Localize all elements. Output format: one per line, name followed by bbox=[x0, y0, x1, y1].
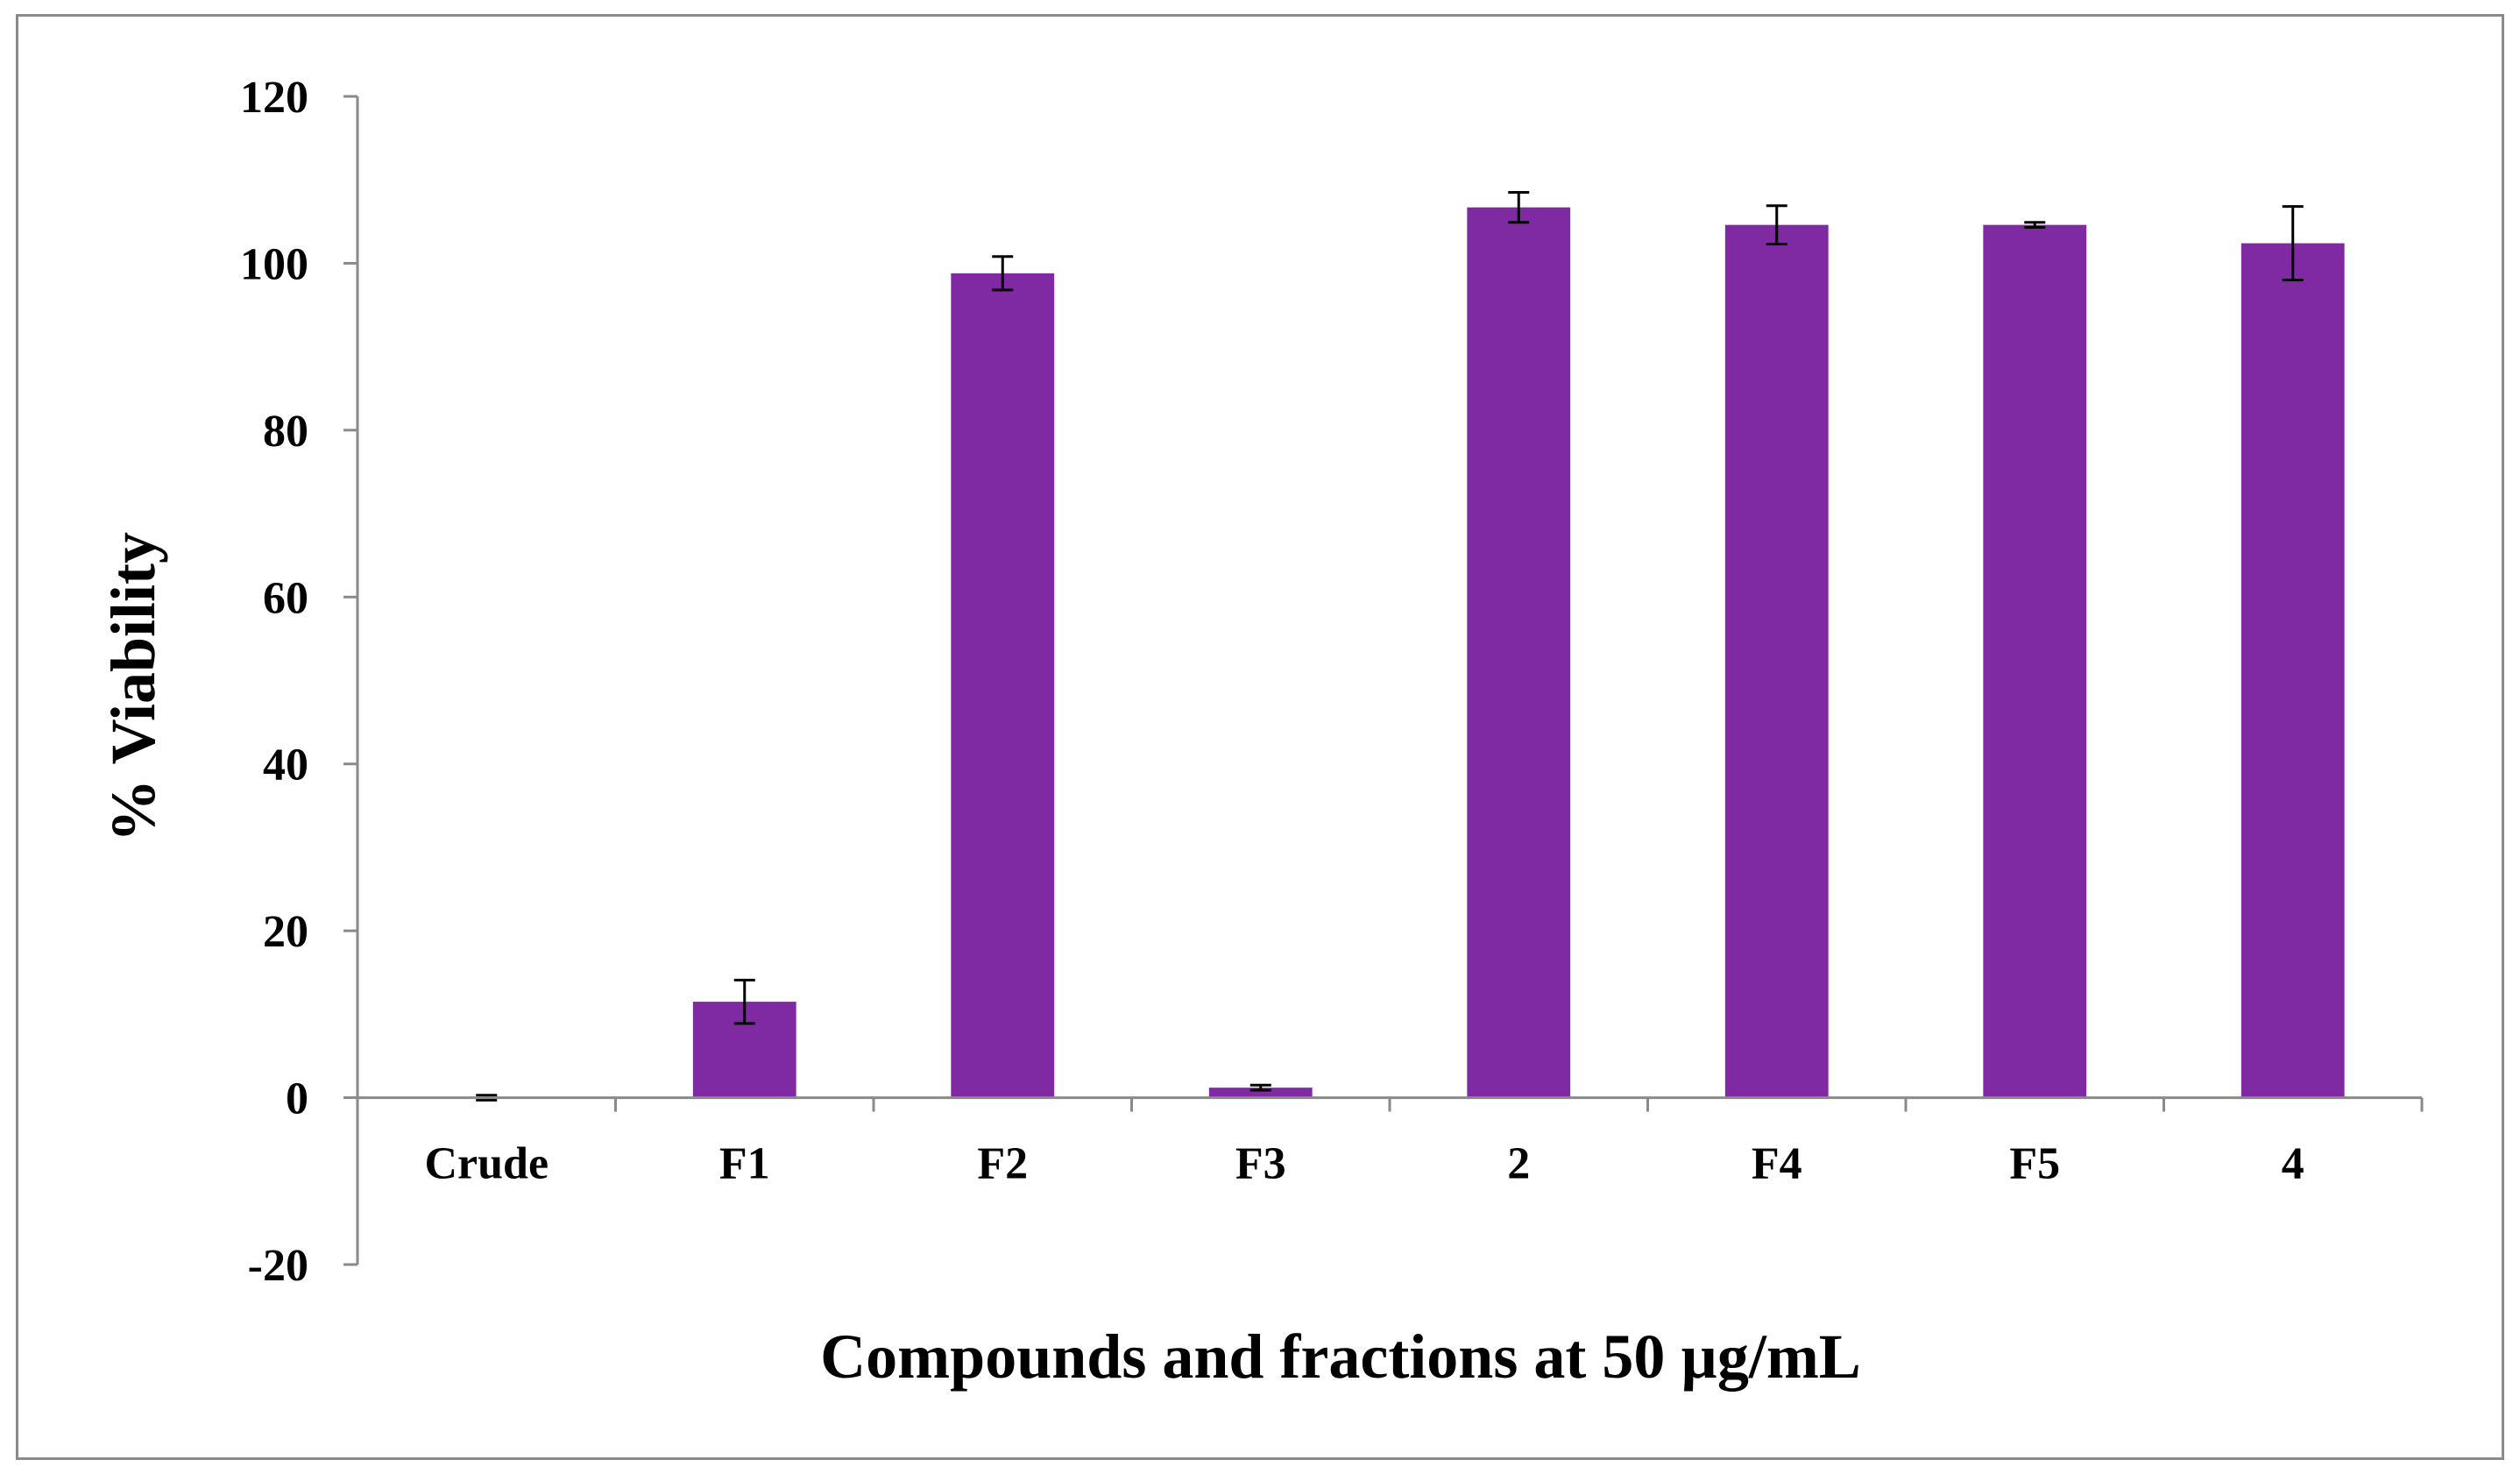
y-tick-label: 40 bbox=[263, 741, 308, 790]
bar-F5 bbox=[1983, 224, 2087, 1098]
x-tick-label: 2 bbox=[1507, 1139, 1530, 1189]
x-tick-label: F2 bbox=[977, 1139, 1028, 1189]
y-tick-label: 120 bbox=[240, 73, 308, 123]
x-tick-label: F4 bbox=[1752, 1139, 1802, 1189]
x-tick-label: 4 bbox=[2282, 1139, 2304, 1189]
y-axis-title: % Viability bbox=[98, 532, 168, 842]
error-bars-layer bbox=[476, 190, 2304, 1102]
axes-layer bbox=[343, 95, 2424, 1266]
chart-frame bbox=[16, 14, 2504, 1460]
y-tick-label: 0 bbox=[286, 1074, 308, 1124]
x-tick-label: F1 bbox=[719, 1139, 770, 1189]
bar-4 bbox=[2240, 243, 2345, 1098]
y-tick-label: 80 bbox=[263, 407, 308, 457]
y-tick-label: 60 bbox=[263, 573, 308, 623]
bars-layer bbox=[692, 207, 2345, 1098]
x-tick-label: Crude bbox=[424, 1139, 549, 1189]
bar-2 bbox=[1467, 207, 1571, 1098]
bar-F2 bbox=[951, 273, 1055, 1098]
bar-F3 bbox=[1208, 1088, 1313, 1098]
y-tick-label: 20 bbox=[263, 907, 308, 957]
x-tick-label: F3 bbox=[1235, 1139, 1286, 1189]
bar-F4 bbox=[1724, 224, 1829, 1098]
y-tick-label: 100 bbox=[240, 239, 308, 289]
x-tick-label: F5 bbox=[2009, 1139, 2060, 1189]
y-tick-label: -20 bbox=[248, 1241, 308, 1291]
x-axis-title: Compounds and fractions at 50 µg/mL bbox=[820, 1322, 1861, 1392]
labels-layer: -20 0 20 40 60 80 100 120 Crude F1 F2 F3 2 F4 F5 4 bbox=[240, 73, 2304, 1291]
